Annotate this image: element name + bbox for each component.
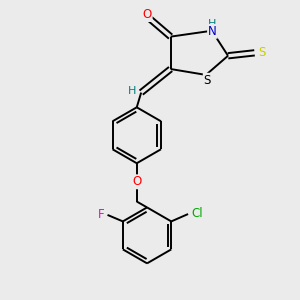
Text: O: O — [133, 175, 142, 188]
Text: Cl: Cl — [191, 207, 203, 220]
Text: S: S — [204, 74, 211, 87]
Text: S: S — [258, 46, 266, 59]
Text: H: H — [128, 86, 136, 96]
Text: O: O — [142, 8, 152, 21]
Text: N: N — [208, 25, 217, 38]
Text: H: H — [208, 19, 217, 29]
Text: F: F — [98, 208, 105, 220]
